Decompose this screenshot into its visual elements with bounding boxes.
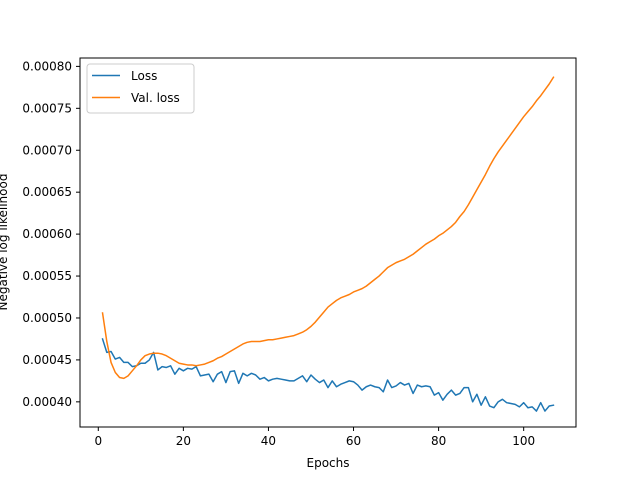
x-tick-label: 0	[94, 434, 102, 448]
legend-label-val-loss: Val. loss	[131, 91, 180, 105]
y-axis-label: Negative log likelihood	[0, 174, 10, 311]
y-axis-ticks: 0.00040 0.00045 0.00050 0.00055 0.00060 0.000…	[22, 59, 80, 409]
x-tick-label: 80	[431, 434, 446, 448]
legend: Loss Val. loss	[86, 63, 195, 114]
y-tick-label: 0.00060	[22, 227, 72, 241]
y-tick-label: 0.00075	[22, 101, 72, 115]
y-tick-label: 0.00045	[22, 353, 72, 367]
x-tick-label: 100	[512, 434, 535, 448]
x-tick-label: 20	[176, 434, 191, 448]
y-tick-label: 0.00070	[22, 143, 72, 157]
y-tick-label: 0.00065	[22, 185, 72, 199]
x-tick-label: 40	[261, 434, 276, 448]
x-axis-ticks: 0 20 40 60 80 100	[94, 427, 535, 448]
x-axis-label: Epochs	[307, 456, 350, 470]
y-tick-label: 0.00050	[22, 311, 72, 325]
y-tick-label: 0.00040	[22, 395, 72, 409]
y-tick-label: 0.00080	[22, 59, 72, 73]
series-line-loss	[101, 337, 555, 412]
series-line-val-loss	[101, 76, 555, 380]
legend-label-loss: Loss	[131, 69, 157, 83]
y-tick-label: 0.00055	[22, 269, 72, 283]
series-layer	[101, 76, 555, 412]
x-tick-label: 60	[346, 434, 361, 448]
plot-frame	[79, 57, 577, 428]
